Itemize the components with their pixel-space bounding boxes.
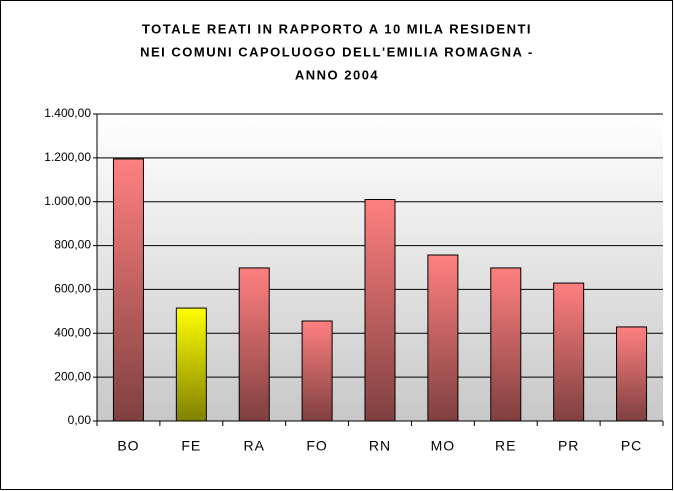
- x-tick-label: FE: [181, 438, 201, 454]
- y-tick-label: 1.200,00: [44, 150, 91, 164]
- bar: [364, 199, 396, 422]
- x-tick-label: RA: [243, 438, 264, 454]
- x-tick-label: PC: [621, 438, 642, 454]
- bar: [553, 282, 585, 422]
- bar: [301, 320, 333, 422]
- bar: [616, 326, 648, 422]
- x-tick-label: MO: [431, 438, 456, 454]
- y-tick-label: 0,00: [68, 413, 92, 427]
- x-tick-label: RN: [369, 438, 391, 454]
- bar: [427, 254, 459, 422]
- chart-title: ANNO 2004: [295, 67, 379, 82]
- y-tick-label: 1.400,00: [44, 106, 91, 120]
- y-tick-label: 400,00: [54, 325, 91, 339]
- bar: [490, 267, 522, 422]
- x-tick-label: FO: [306, 438, 327, 454]
- y-tick-label: 1.000,00: [44, 194, 91, 208]
- chart-title: TOTALE REATI IN RAPPORTO A 10 MILA RESID…: [142, 21, 532, 36]
- chart-title: NEI COMUNI CAPOLUOGO DELL'EMILIA ROMAGNA…: [140, 44, 534, 59]
- x-tick-label: PR: [558, 438, 579, 454]
- x-tick-label: BO: [117, 438, 139, 454]
- x-tick-label: RE: [495, 438, 516, 454]
- y-tick-label: 600,00: [54, 282, 91, 296]
- bar: [112, 158, 144, 422]
- y-tick-label: 800,00: [54, 238, 91, 252]
- y-tick-label: 200,00: [54, 369, 91, 383]
- bar: [238, 267, 270, 422]
- bar: [175, 307, 207, 422]
